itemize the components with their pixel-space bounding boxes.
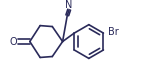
Text: Br: Br [108,27,119,37]
Text: O: O [9,36,17,47]
Text: N: N [65,0,73,10]
